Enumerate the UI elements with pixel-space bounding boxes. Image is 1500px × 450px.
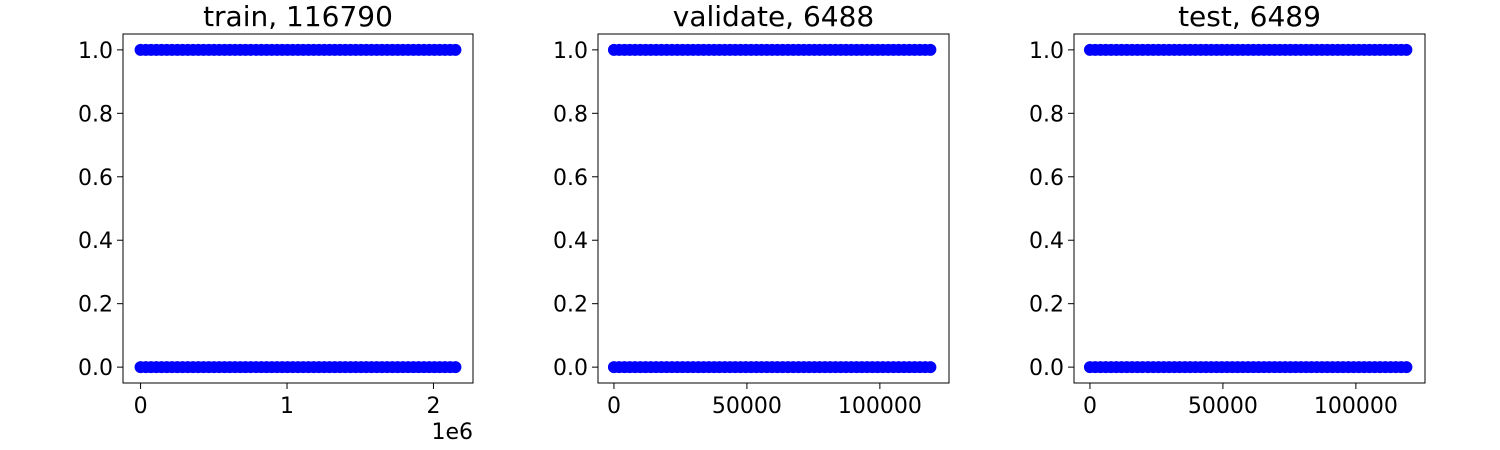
x-tick-label: 50000 — [712, 394, 782, 419]
x-tick-label: 1 — [280, 394, 294, 419]
data-point — [924, 361, 937, 374]
subplot-2: validate, 6488 0.0 0.2 0.4 0.6 0.8 1.0 0 50000 10… — [553, 0, 950, 419]
x-tick-label: 2 — [426, 394, 440, 419]
data-point — [449, 43, 462, 56]
chart-title: validate, 6488 — [673, 0, 874, 33]
y-tick-label: 0.6 — [553, 166, 588, 191]
y-tick-label: 1.0 — [1029, 39, 1064, 64]
x-tick-label: 0 — [607, 394, 621, 419]
y-tick-label: 0.0 — [78, 356, 113, 381]
y-tick-label: 0.2 — [78, 293, 113, 318]
data-point — [449, 361, 462, 374]
series-y0 — [607, 361, 937, 374]
y-tick-label: 0.4 — [78, 229, 113, 254]
y-tick-label: 0.4 — [553, 229, 588, 254]
plot-frame — [122, 33, 474, 384]
y-tick-label: 0.2 — [553, 293, 588, 318]
series-y1 — [134, 43, 462, 56]
plot-frame — [1073, 33, 1426, 384]
y-tick-label: 0.6 — [1029, 166, 1064, 191]
series-y0 — [134, 361, 462, 374]
y-tick-label: 0.8 — [78, 102, 113, 127]
x-offset-label: 1e6 — [431, 420, 473, 445]
y-tick-label: 0.6 — [78, 166, 113, 191]
chart-title: test, 6489 — [1178, 0, 1321, 33]
series-y1 — [607, 43, 937, 56]
y-tick-label: 0.0 — [1029, 356, 1064, 381]
data-point — [1400, 43, 1413, 56]
y-tick-label: 0.2 — [1029, 293, 1064, 318]
chart-title: train, 116790 — [203, 0, 393, 33]
data-point — [924, 43, 937, 56]
series-y0 — [1083, 361, 1413, 374]
subplot-3: test, 6489 0.0 0.2 0.4 0.6 0.8 1.0 0 50000 100000 — [1029, 0, 1426, 419]
x-tick-label: 0 — [134, 394, 148, 419]
x-tick-label: 0 — [1083, 394, 1097, 419]
y-tick-label: 0.8 — [553, 102, 588, 127]
y-tick-label: 0.8 — [1029, 102, 1064, 127]
x-tick-label: 50000 — [1188, 394, 1258, 419]
x-tick-label: 100000 — [1314, 394, 1398, 419]
y-tick-label: 0.4 — [1029, 229, 1064, 254]
data-point — [1400, 361, 1413, 374]
x-tick-label: 100000 — [838, 394, 922, 419]
series-y1 — [1083, 43, 1413, 56]
y-tick-label: 0.0 — [553, 356, 588, 381]
y-tick-label: 1.0 — [553, 39, 588, 64]
plot-frame — [597, 33, 950, 384]
y-tick-label: 1.0 — [78, 39, 113, 64]
